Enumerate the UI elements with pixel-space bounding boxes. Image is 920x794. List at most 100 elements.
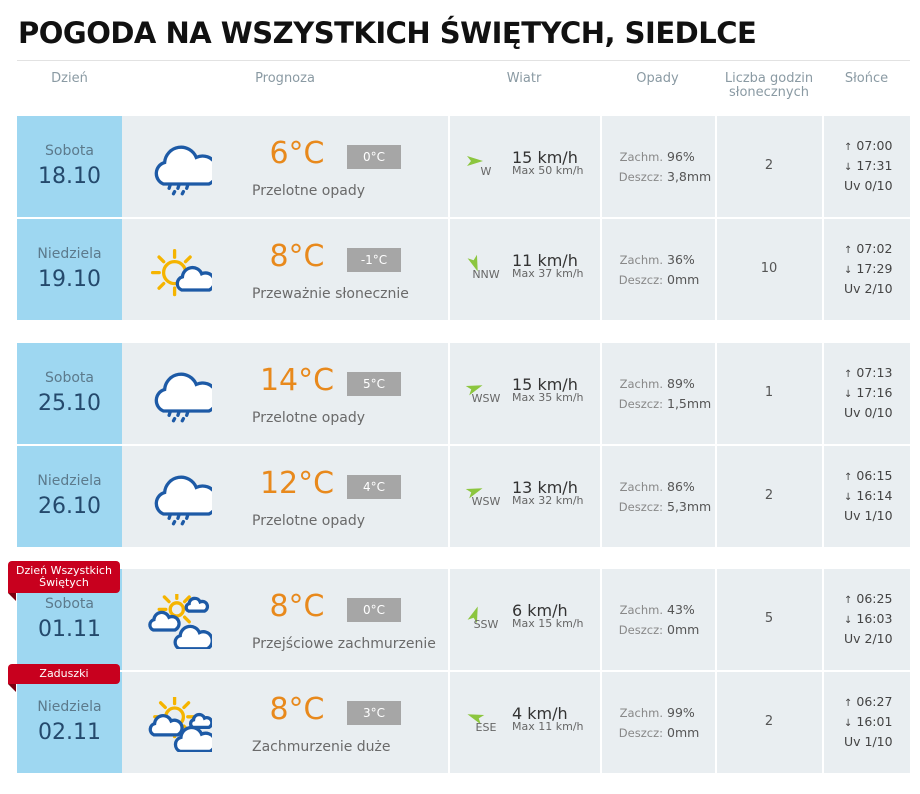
column-separator [715, 116, 717, 217]
column-separator [448, 672, 450, 773]
sun-hours: 5 [764, 611, 774, 626]
sun-hours: 1 [764, 385, 774, 400]
wind-direction: WSW [471, 392, 501, 405]
column-separator [600, 672, 602, 773]
wind-arrow [465, 482, 484, 499]
wind-arrow [466, 254, 484, 272]
wind-speed: 15 km/h [512, 375, 578, 394]
wind-speed: 4 km/h [512, 704, 568, 723]
cloud-label: Zachm. [619, 253, 663, 267]
description: Przelotne opady [252, 513, 365, 529]
wind-arrow [466, 152, 484, 166]
wind-max: Max 15 km/h [512, 617, 584, 630]
sunset: 17:29 [844, 261, 892, 276]
wind-arrow [466, 708, 485, 725]
column-separator [822, 446, 824, 547]
rain-label: Deszcz: [618, 273, 663, 287]
rain-label: Deszcz: [618, 170, 663, 184]
cloud-value: 86% [667, 479, 695, 494]
column-separator [600, 116, 602, 217]
column-separator [715, 672, 717, 773]
feels-like: 5°C [347, 372, 401, 396]
header: Słońce [844, 71, 889, 86]
sunset: 16:01 [844, 714, 892, 729]
day-cell [17, 446, 122, 547]
wind-max: Max 11 km/h [512, 720, 584, 733]
sunset: 17:16 [844, 385, 892, 400]
wind-speed: 6 km/h [512, 601, 568, 620]
column-separator [448, 446, 450, 547]
sunrise: 06:25 [844, 591, 892, 606]
rain-label: Deszcz: [618, 726, 663, 740]
sunrise: 07:13 [844, 365, 892, 380]
day-cell [17, 219, 122, 320]
date: 18.10 [38, 164, 101, 189]
day-cell [17, 672, 122, 773]
sunrise: 07:02 [844, 241, 892, 256]
cloud-value: 99% [667, 705, 695, 720]
day-cell [17, 343, 122, 444]
row-background [17, 219, 910, 320]
date: 01.11 [38, 617, 101, 642]
column-separator [715, 446, 717, 547]
sun-hours: 2 [764, 158, 774, 173]
column-separator [822, 569, 824, 670]
sunrise: 07:00 [844, 138, 892, 153]
weather-icon [146, 590, 214, 651]
feels-like: 0°C [347, 598, 401, 622]
cloud-label: Zachm. [619, 377, 663, 391]
column-separator [715, 219, 717, 320]
rain-value: 3,8mm [667, 169, 712, 184]
uv-index: Uv 2/10 [844, 631, 893, 646]
column-separator [822, 219, 824, 320]
wind-direction: WSW [471, 495, 501, 508]
holiday-badge: Zaduszki [8, 664, 120, 684]
date: 02.11 [38, 720, 101, 745]
header: Opady [636, 71, 679, 86]
column-separator [822, 343, 824, 444]
badge-fold [8, 684, 16, 692]
day-name: Sobota [45, 370, 94, 386]
description: Przelotne opady [252, 183, 365, 199]
sunset: 17:31 [844, 158, 892, 173]
date: 26.10 [38, 494, 101, 519]
temperature: 8°C [269, 692, 325, 727]
column-separator [600, 446, 602, 547]
sunrise: 06:15 [844, 468, 892, 483]
column-separator [448, 569, 450, 670]
rain-label: Deszcz: [618, 623, 663, 637]
wind-arrow [465, 379, 484, 396]
date: 25.10 [38, 391, 101, 416]
description: Zachmurzenie duże [252, 739, 391, 755]
cloud-value: 43% [667, 602, 695, 617]
column-separator [822, 672, 824, 773]
day-cell [17, 116, 122, 217]
weather-icon [146, 471, 219, 526]
rain-value: 0mm [667, 272, 700, 287]
header: Prognoza [255, 71, 315, 86]
cloud-label: Zachm. [619, 603, 663, 617]
temperature: 6°C [269, 136, 325, 171]
description: Przelotne opady [252, 410, 365, 426]
day-name: Niedziela [37, 246, 102, 262]
temperature: 8°C [269, 589, 325, 624]
weather-icon [146, 368, 219, 423]
weather-icon [146, 141, 219, 196]
wind-speed: 11 km/h [512, 251, 578, 270]
rain-label: Deszcz: [618, 500, 663, 514]
temperature: 14°C [259, 363, 335, 398]
rain-label: Deszcz: [618, 397, 663, 411]
cloud-label: Zachm. [619, 150, 663, 164]
wind-direction: W [480, 165, 492, 178]
uv-index: Uv 1/10 [844, 508, 893, 523]
wind-max: Max 37 km/h [512, 267, 584, 280]
wind-max: Max 35 km/h [512, 391, 584, 404]
day-name: Niedziela [37, 699, 102, 715]
sunrise: 06:27 [844, 694, 892, 709]
badge-fold [8, 593, 16, 601]
column-separator [448, 219, 450, 320]
wind-arrow [466, 605, 484, 624]
divider [17, 60, 910, 61]
cloud-value: 36% [667, 252, 695, 267]
